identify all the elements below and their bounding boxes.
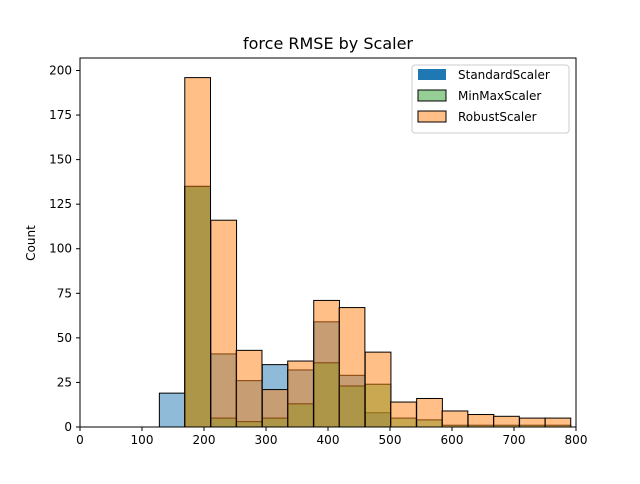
x-tick-label: 300 (255, 433, 278, 447)
histogram-bar-2-9 (416, 397, 443, 428)
y-tick-label: 75 (57, 286, 72, 300)
legend-label-1: MinMaxScaler (458, 89, 541, 103)
x-tick-label: 400 (317, 433, 340, 447)
histogram-bar-2-6 (338, 307, 366, 428)
y-axis-ticks: 0 25 50 75 100 125 150 175 200 (49, 63, 80, 434)
histogram-bar-2-7 (364, 351, 392, 428)
x-tick-label: 600 (441, 433, 464, 447)
histogram-bar-2-3 (261, 389, 289, 428)
x-axis-ticks: 0 100 200 300 400 500 600 700 800 (76, 427, 587, 447)
legend-swatch-2 (417, 110, 447, 123)
y-tick-label: 150 (49, 153, 72, 167)
legend-label-2: RobustScaler (458, 110, 537, 124)
histogram-bar-2-0 (184, 77, 212, 428)
histogram-bar-2-5 (313, 299, 340, 428)
y-tick-label: 125 (49, 197, 72, 211)
legend-swatch-1 (417, 89, 447, 102)
y-tick-label: 0 (64, 420, 72, 434)
y-tick-label: 100 (49, 242, 72, 256)
x-tick-label: 200 (193, 433, 216, 447)
x-tick-label: 700 (503, 433, 526, 447)
histogram-bar-2-4 (287, 360, 314, 428)
bars-layer (158, 77, 572, 428)
histogram-bar-2-13 (519, 417, 546, 428)
y-tick-label: 200 (49, 63, 72, 77)
x-tick-label: 500 (379, 433, 402, 447)
histogram-bar-2-12 (493, 415, 520, 428)
histogram-bar-2-10 (441, 410, 469, 428)
y-tick-label: 50 (57, 331, 72, 345)
chart-title: force RMSE by Scaler (243, 34, 413, 53)
histogram-bar-0-0 (158, 392, 186, 428)
x-tick-label: 800 (565, 433, 588, 447)
legend-box (411, 64, 570, 134)
legend: StandardScaler MinMaxScaler RobustScaler (411, 64, 570, 134)
legend-swatch-0 (418, 69, 446, 80)
x-tick-label: 100 (131, 433, 154, 447)
legend-label-0: StandardScaler (458, 68, 550, 82)
histogram-bar-2-2 (235, 349, 263, 428)
x-tick-label: 0 (76, 433, 84, 447)
y-axis-label: Count (24, 225, 38, 261)
histogram-bar-2-11 (467, 414, 495, 428)
y-tick-label: 175 (49, 108, 72, 122)
histogram-bar-2-14 (544, 417, 572, 428)
y-tick-label: 25 (57, 375, 72, 389)
histogram-bar-2-1 (210, 219, 238, 428)
histogram-bar-2-8 (390, 401, 417, 428)
